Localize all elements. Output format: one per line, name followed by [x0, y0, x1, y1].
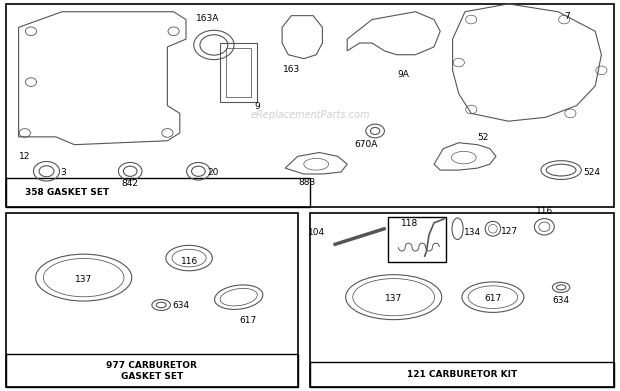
Text: 118: 118 [401, 219, 418, 228]
Text: 52: 52 [477, 133, 489, 142]
Text: 127: 127 [501, 227, 518, 236]
Text: 9: 9 [254, 102, 260, 111]
Text: 137: 137 [75, 275, 92, 284]
Text: 12: 12 [19, 152, 30, 161]
Text: 163: 163 [283, 65, 300, 74]
Text: 358 GASKET SET: 358 GASKET SET [25, 188, 109, 197]
Text: 617: 617 [484, 294, 502, 303]
Text: 842: 842 [122, 179, 139, 188]
Text: 634: 634 [172, 301, 190, 310]
Text: 163A: 163A [196, 14, 219, 23]
Text: 670A: 670A [354, 140, 378, 149]
Text: 116: 116 [180, 257, 198, 267]
Text: 116: 116 [536, 207, 553, 216]
Text: 524: 524 [583, 167, 600, 177]
Text: 883: 883 [298, 178, 316, 187]
Text: 104: 104 [308, 228, 326, 237]
Text: 634: 634 [552, 296, 570, 305]
Text: 121 CARBURETOR KIT: 121 CARBURETOR KIT [407, 370, 517, 379]
Text: 9A: 9A [397, 70, 409, 79]
Text: 137: 137 [385, 294, 402, 303]
Text: 617: 617 [239, 316, 257, 325]
Text: 3: 3 [61, 168, 66, 178]
Text: 134: 134 [464, 228, 481, 237]
Text: 7: 7 [564, 12, 570, 21]
Text: 20: 20 [208, 168, 219, 178]
Text: 977 CARBURETOR
GASKET SET: 977 CARBURETOR GASKET SET [107, 361, 197, 381]
Text: eReplacementParts.com: eReplacementParts.com [250, 110, 370, 120]
